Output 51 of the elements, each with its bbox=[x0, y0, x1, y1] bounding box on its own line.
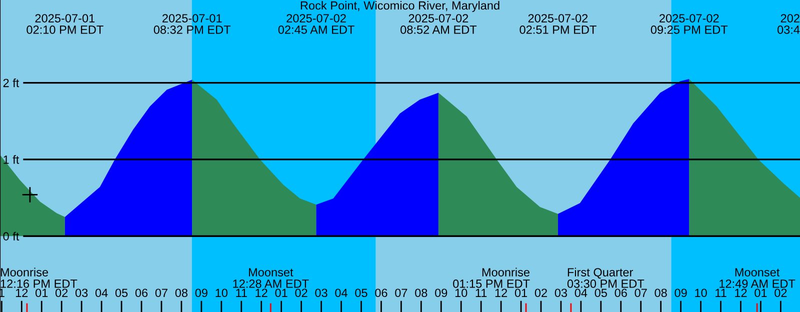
ref-line-label: Moonset 12:49 AM EDT bbox=[720, 268, 796, 288]
x-tick-label: 01 bbox=[754, 288, 767, 298]
y-tick-label: 1 ft bbox=[4, 155, 20, 164]
x-tick-label: 01 bbox=[514, 288, 528, 298]
x-tick-label: 07 bbox=[395, 288, 408, 298]
x-tick-label: 01 bbox=[275, 288, 288, 298]
x-tick-label: 04 bbox=[574, 288, 588, 298]
x-tick-label: 05 bbox=[115, 288, 128, 298]
x-tick-label: 08 bbox=[175, 288, 188, 298]
x-tick-label: 04 bbox=[335, 288, 348, 298]
annotation: 202 03:4 bbox=[777, 14, 800, 34]
x-tick-label: 02 bbox=[55, 288, 68, 298]
annotation: 2025-07-02 08:52 AM EDT bbox=[400, 14, 477, 34]
x-tick-label: 03 bbox=[315, 288, 328, 298]
x-tick-label: 01 bbox=[36, 288, 48, 298]
annotation: 2025-07-01 02:10 PM EDT bbox=[26, 14, 104, 34]
x-tick-label: 02 bbox=[534, 288, 547, 298]
x-tick-label: 10 bbox=[455, 288, 468, 298]
annotation: 2025-07-02 02:45 AM EDT bbox=[278, 14, 354, 34]
x-tick-label: 07 bbox=[634, 288, 647, 298]
x-tick-label: 10 bbox=[216, 288, 228, 298]
ref-line-label: Moonset 12:28 AM EDT bbox=[233, 268, 309, 288]
x-tick-label: 02 bbox=[295, 288, 308, 298]
annotation: 2025-07-02 02:51 PM EDT bbox=[520, 14, 596, 34]
y-tick-label: 2 ft bbox=[3, 78, 20, 88]
x-tick-label: 11 bbox=[716, 288, 726, 297]
x-tick-label: 12 bbox=[735, 288, 747, 297]
x-tick-label: 09 bbox=[674, 288, 687, 298]
x-tick-label: 05 bbox=[594, 288, 607, 298]
ref-line-label: Moonrise 01:15 PM EDT bbox=[453, 268, 530, 288]
x-tick-label: 12 bbox=[495, 288, 508, 297]
x-tick-label: 06 bbox=[135, 288, 148, 298]
x-tick-label: 05 bbox=[355, 288, 368, 298]
x-tick-label: 04 bbox=[95, 288, 108, 298]
x-tick-label: 02 bbox=[774, 288, 787, 298]
x-tick-label: 06 bbox=[614, 288, 627, 298]
x-tick-label: 03 bbox=[554, 288, 568, 298]
x-tick-label: 08 bbox=[654, 288, 667, 298]
x-tick-label: 03 bbox=[75, 288, 88, 298]
x-tick-label: 08 bbox=[415, 288, 428, 298]
x-tick-label: 07 bbox=[155, 288, 168, 298]
x-tick-label: 11 bbox=[476, 288, 487, 297]
ref-line-label: Moonrise 12:16 PM EDT bbox=[0, 268, 78, 288]
x-tick-label: 10 bbox=[695, 288, 707, 298]
x-tick-label: 09 bbox=[435, 288, 448, 298]
annotation: 2025-07-01 08:32 PM EDT bbox=[154, 14, 231, 34]
x-tick-label: 12 bbox=[16, 288, 28, 297]
x-tick-label: 11 bbox=[236, 288, 247, 297]
ref-line-label: First Quarter 03:30 PM EDT bbox=[567, 268, 644, 288]
x-tick-label: 12 bbox=[256, 288, 268, 297]
x-tick-label: 09 bbox=[195, 288, 208, 298]
